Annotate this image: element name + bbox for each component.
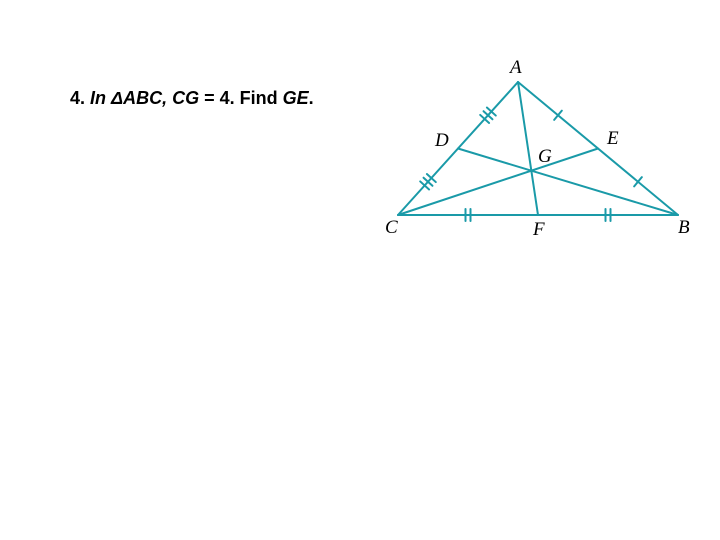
- problem-prefix: In Δ: [90, 88, 123, 108]
- problem-statement: 4. In ΔABC, CG = 4. Find GE.: [70, 88, 314, 109]
- label-F: F: [532, 219, 545, 240]
- label-B: B: [678, 217, 690, 238]
- problem-equals: = 4. Find: [199, 88, 283, 108]
- problem-m1: ,: [162, 88, 172, 108]
- triangle-figure: A B C D E F G: [378, 50, 688, 240]
- given-segment: CG: [172, 88, 199, 108]
- triangle-name: ABC: [123, 88, 162, 108]
- problem-suffix: .: [309, 88, 314, 108]
- find-segment: GE: [283, 88, 309, 108]
- triangle-svg: A B C D E F G: [378, 50, 688, 240]
- label-E: E: [606, 128, 619, 149]
- label-A: A: [508, 57, 522, 78]
- page: 4. In ΔABC, CG = 4. Find GE. ABCDEFG: [0, 0, 720, 540]
- label-D: D: [434, 130, 449, 151]
- label-C: C: [385, 217, 398, 238]
- label-G: G: [538, 146, 552, 167]
- problem-number: 4.: [70, 88, 85, 108]
